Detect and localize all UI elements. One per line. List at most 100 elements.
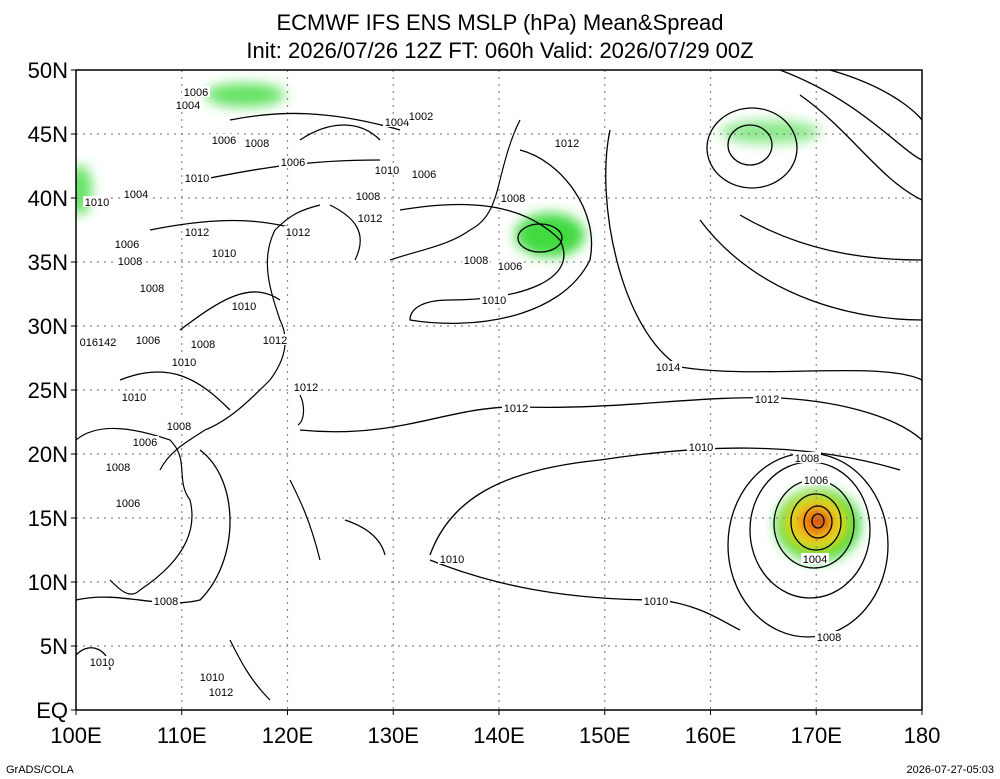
coastline [76,119,521,701]
label-bg [113,238,141,249]
y-tick-label: 40N [28,186,68,211]
contour-label: 1006 [498,261,522,273]
contour-label: 1012 [263,335,287,347]
contour-label: 1006 [412,169,436,181]
contour-label: 1006 [115,239,139,251]
contour-label: 1010 [440,554,464,566]
contour-label: 1008 [501,193,525,205]
label-bg [198,671,226,682]
contour-label: 1002 [409,111,433,123]
label-bg [88,656,116,667]
contour-label: 1004 [124,189,148,201]
contour-label: 1014 [656,362,680,374]
label-bg [654,361,682,372]
x-tick-label: 180 [904,723,941,748]
contour-label: 1008 [191,339,215,351]
label-bg [122,188,150,199]
label-bg [165,420,193,431]
title-line: ECMWF IFS ENS MSLP (hPa) Mean&Spread [276,10,723,35]
y-tick-label: 35N [28,250,68,275]
x-tick-label: 140E [473,723,524,748]
label-bg [462,254,490,265]
y-tick-label: 15N [28,506,68,531]
contour-label: 1010 [644,596,668,608]
label-bg [815,631,843,642]
label-bg [210,247,238,258]
x-tick-label: 160E [685,723,736,748]
label-bg [174,99,202,110]
contour-label: 1008 [118,256,142,268]
label-bg [753,393,781,404]
label-bg [373,164,401,175]
label-bg [687,441,715,452]
footer-right: 2026-07-27-05:03 [907,764,994,776]
contour-label: 1012 [286,227,310,239]
label-bg [499,192,527,203]
contour-label: 1010 [375,165,399,177]
label-bg [152,595,180,606]
contour-label: 1004 [803,554,827,566]
contour-label: 1006 [281,157,305,169]
label-bg [793,452,821,463]
label-bg [553,137,581,148]
contour-label: 1012 [209,687,233,699]
label-bg [84,336,112,347]
label-bg [410,168,438,179]
label-bg [642,595,670,606]
label-bg [120,391,148,402]
contour-label: 1008 [464,255,488,267]
axes: 100E 110E 120E 130E 140E 150E 160E 170E 180 50N 45… [28,58,941,748]
y-tick-label: 5N [40,634,68,659]
contour-label: 1006 [136,335,160,347]
contour-label: 1006 [133,437,157,449]
x-tick-label: 150E [579,723,630,748]
contour-label: 1010 [482,295,506,307]
label-bg [134,334,162,345]
contour-label: 1008 [140,283,164,295]
label-bg [183,226,211,237]
contour-label: 1010 [85,197,109,209]
label-bg [207,686,235,697]
y-tick-label: 10N [28,570,68,595]
label-bg [407,110,435,121]
label-bg [438,553,466,564]
contour-label: 1008 [167,421,191,433]
label-bg [261,334,289,345]
x-tick-label: 120E [262,723,313,748]
label-bg [480,294,508,305]
contour-label: 1006 [212,135,236,147]
contour-label: 1010 [185,173,209,185]
y-tick-label: 20N [28,442,68,467]
contour-label: 1012 [358,213,382,225]
title-line: Init: 2026/07/26 12Z FT: 060h Valid: 202… [246,38,753,63]
label-bg [292,381,320,392]
y-tick-label: 50N [28,58,68,83]
label-bg [170,356,198,367]
contour-label: 1004 [385,117,409,129]
contour-label: 1012 [555,138,579,150]
label-bg [183,172,211,183]
y-tick-label: 45N [28,122,68,147]
contour-label: 1010 [232,301,256,313]
label-bg [116,255,144,266]
label-bg [210,134,238,145]
contour-label: 1008 [245,138,269,150]
contour-label: 1012 [294,382,318,394]
contour-label: 1008 [154,596,178,608]
label-bg [189,338,217,349]
contour-label: 1004 [176,100,200,112]
contour-label: 016142 [80,337,117,349]
label-bg [383,116,411,127]
contour-label: 1008 [817,632,841,644]
contour-label: 1008 [106,462,130,474]
x-tick-label: 130E [368,723,419,748]
label-bg [502,402,530,413]
label-bg [279,156,307,167]
contour-label: 1012 [185,227,209,239]
contour-label: 1010 [200,672,224,684]
label-bg [356,212,384,223]
